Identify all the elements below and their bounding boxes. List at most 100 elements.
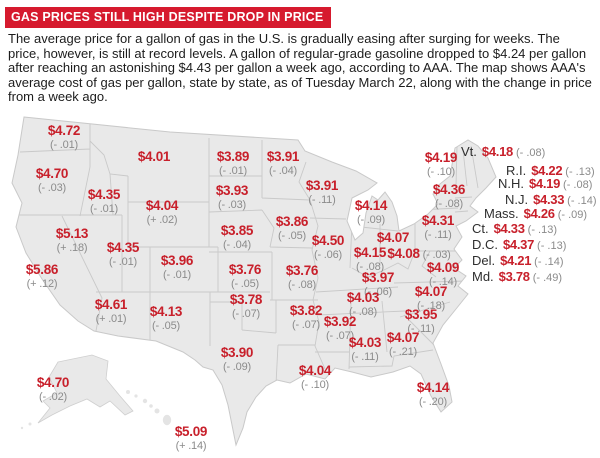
state-price: $3.91 <box>305 178 339 193</box>
state-price: $4.14 <box>354 198 388 213</box>
state-change: (- .08) <box>288 278 316 291</box>
state-change: (- .01) <box>219 164 247 177</box>
state-change: (- .04) <box>223 238 251 251</box>
state-change: (- .09) <box>223 360 251 373</box>
state-change: (+ .18) <box>56 241 88 254</box>
state-label-mi: $4.14 (- .09) <box>354 198 388 226</box>
state-price: $4.37 <box>503 237 535 252</box>
state-change: (+ .14) <box>175 439 207 452</box>
state-price: $3.90 <box>220 345 254 360</box>
state-label-tx: $3.90 (- .09) <box>220 345 254 373</box>
state-change: (- .03) <box>38 181 66 194</box>
state-abbrev: Vt. <box>461 144 477 159</box>
state-abbrev: R.I. <box>506 163 527 178</box>
state-change: (- .14) <box>567 195 597 207</box>
state-price: $4.07 <box>376 230 410 245</box>
state-change: (- .03) <box>218 198 246 211</box>
northeast-row-mass: Mass. $4.26 (- .09) <box>484 207 587 221</box>
state-price: $3.86 <box>275 214 309 229</box>
state-label-co: $3.96 (- .01) <box>160 253 194 281</box>
northeast-row-nh: N.H. $4.19 (- .08) <box>498 177 592 191</box>
state-label-wi: $3.91 (- .11) <box>305 178 339 206</box>
state-label-mo: $3.76 (- .08) <box>285 263 319 291</box>
state-change: (- .01) <box>50 138 78 151</box>
state-price: $4.15 <box>353 245 387 260</box>
state-price: $3.82 <box>289 303 323 318</box>
state-price: $4.07 <box>414 284 448 299</box>
state-change: (- .11) <box>351 350 379 363</box>
state-change: (- .18) <box>417 299 445 312</box>
state-change: (- .20) <box>419 395 447 408</box>
state-change: (- .14) <box>534 256 564 268</box>
state-label-nd: $3.89 (- .01) <box>216 149 250 177</box>
state-price: $4.19 <box>529 176 561 191</box>
state-price: $3.95 <box>404 307 438 322</box>
northeast-row-vt: Vt. $4.18 (- .08) <box>461 145 545 159</box>
state-change: (- .21) <box>389 345 417 358</box>
state-label-az: $4.61 (+ .01) <box>95 298 128 325</box>
state-price: $4.03 <box>348 335 382 350</box>
state-abbrev: Md. <box>472 269 494 284</box>
state-label-hi: $5.09 (+ .14) <box>175 425 208 452</box>
state-change: (- .10) <box>301 378 329 391</box>
state-change: (- .09) <box>357 213 385 226</box>
state-abbrev: Mass. <box>484 206 519 221</box>
state-price: $3.78 <box>498 269 530 284</box>
state-abbrev: N.J. <box>505 192 529 207</box>
state-change: (- .07) <box>292 318 320 331</box>
state-price: $4.33 <box>533 192 565 207</box>
state-price: $5.13 <box>55 226 89 241</box>
state-label-tn: $4.03 (- .08) <box>346 290 380 318</box>
hawaii-islands <box>126 390 172 426</box>
state-label-nv: $5.13 (+ .18) <box>55 226 89 254</box>
northeast-row-dc: D.C. $4.37 (- .13) <box>472 238 566 252</box>
state-label-ne: $3.85 (- .04) <box>221 224 254 251</box>
state-price: $3.89 <box>216 149 250 164</box>
aleutian-island <box>28 422 32 426</box>
state-change: (- .07) <box>326 329 354 342</box>
state-label-ar: $3.82 (- .07) <box>289 303 323 331</box>
northeast-row-nj: N.J. $4.33 (- .14) <box>505 193 597 207</box>
state-change: (- .01) <box>90 202 118 215</box>
state-price: $3.76 <box>285 263 319 278</box>
state-label-ak: $4.70 (- .02) <box>37 376 70 403</box>
state-label-ny: $4.19 (- .10) <box>425 151 458 178</box>
state-change: (- .04) <box>269 164 297 177</box>
northeast-row-ri: R.I. $4.22 (- .13) <box>506 164 595 178</box>
state-price: $4.04 <box>298 363 332 378</box>
state-price: $4.33 <box>493 221 525 236</box>
aleutian-island <box>20 426 24 430</box>
state-label-la: $4.04 (- .10) <box>298 363 332 391</box>
state-price: $4.50 <box>311 233 345 248</box>
state-change: (- .06) <box>364 285 392 298</box>
state-change: (- .01) <box>163 268 191 281</box>
state-change: (- .01) <box>109 255 137 268</box>
state-price: $3.96 <box>160 253 194 268</box>
state-change: (- .11) <box>308 193 336 206</box>
state-change: (- .08) <box>515 147 546 159</box>
state-price: $4.03 <box>346 290 380 305</box>
state-abbrev: N.H. <box>498 176 524 191</box>
state-change: (- .13) <box>527 224 558 236</box>
state-label-wv: $4.08 (- .03) <box>387 246 450 262</box>
state-label-oh: $4.07 <box>376 230 410 245</box>
state-price: $4.36 <box>432 182 466 197</box>
state-change: (+ .02) <box>146 213 178 226</box>
state-price: $4.08 <box>387 246 420 261</box>
state-price: $4.13 <box>149 304 183 319</box>
state-label-il: $4.50 (- .06) <box>311 233 345 261</box>
state-label-in: $4.15 (- .08) <box>353 245 387 273</box>
contiguous-us-shape <box>11 116 497 447</box>
state-price: $4.14 <box>416 380 450 395</box>
state-change: (- .11) <box>407 322 435 335</box>
state-change: (- .49) <box>532 272 563 284</box>
state-change: (- .10) <box>427 165 455 178</box>
headline-banner: GAS PRICES STILL HIGH DESPITE DROP IN PR… <box>5 7 332 28</box>
state-price: $4.31 <box>421 213 455 228</box>
state-price: $3.92 <box>323 314 357 329</box>
state-borders <box>14 120 479 385</box>
state-change: (- .08) <box>563 179 593 191</box>
state-label-ms: $3.92 (- .07) <box>323 314 357 342</box>
state-change: (- .07) <box>232 307 260 320</box>
state-price: $4.26 <box>523 206 555 221</box>
